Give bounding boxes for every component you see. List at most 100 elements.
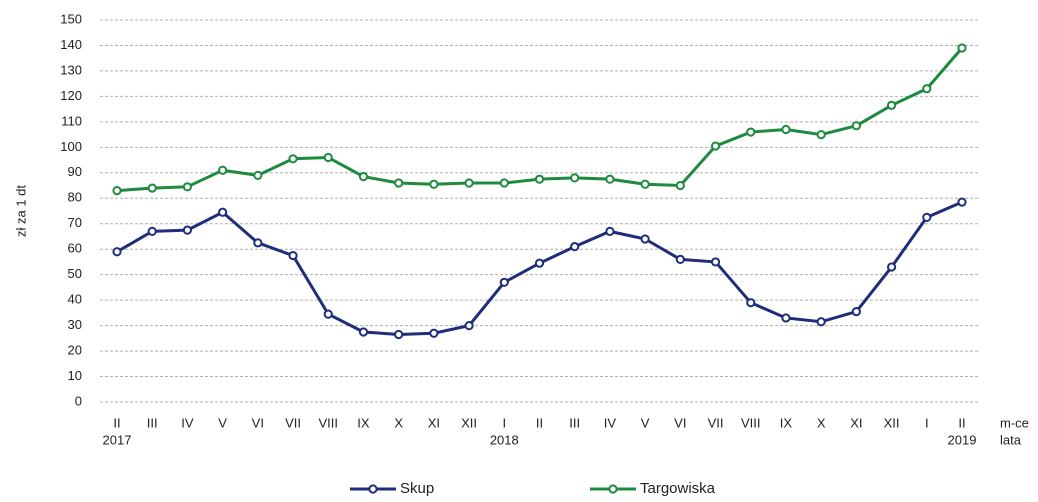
data-point (112, 247, 122, 257)
y-tick-label: 80 (68, 190, 82, 205)
data-point (816, 130, 826, 140)
data-point (570, 173, 580, 183)
data-point (358, 172, 369, 182)
legend-marker (608, 484, 618, 494)
x-tick-label: II (536, 415, 543, 430)
data-point (886, 100, 897, 110)
x-tick-label: III (147, 415, 158, 430)
y-tick-label: 140 (60, 37, 82, 52)
data-point (851, 306, 861, 317)
data-point (605, 174, 615, 184)
data-point (394, 329, 404, 340)
x-tick-label: VI (252, 415, 264, 430)
y-tick-label: 10 (68, 368, 82, 383)
data-point (710, 141, 721, 151)
legend-marker (368, 484, 378, 494)
x-tick-label: XI (428, 415, 440, 430)
x-tick-label: IV (604, 415, 617, 430)
x-tick-label: VI (674, 415, 686, 430)
x-tick-label: II (958, 415, 965, 430)
data-point (464, 178, 474, 188)
x-year-label: lata (1000, 432, 1022, 447)
year-label: 2018 (490, 432, 519, 447)
legend-label: Skup (400, 480, 434, 497)
data-point (922, 84, 932, 94)
x-tick-label: X (817, 415, 826, 430)
data-point (182, 182, 193, 192)
data-point (781, 124, 791, 135)
data-point (570, 242, 580, 252)
x-tick-label: I (502, 415, 506, 430)
data-point (253, 238, 263, 248)
data-point (218, 207, 228, 217)
data-point (675, 180, 685, 191)
x-tick-label: X (394, 415, 403, 430)
y-tick-label: 110 (61, 113, 82, 128)
data-point (957, 197, 967, 207)
y-tick-label: 130 (60, 62, 82, 77)
data-point (147, 183, 157, 193)
x-tick-label: IV (181, 415, 194, 430)
data-point (710, 257, 721, 267)
y-tick-label: 20 (68, 343, 82, 358)
data-point (675, 254, 685, 264)
data-point (816, 317, 826, 327)
y-tick-label: 100 (60, 139, 82, 154)
data-point (429, 328, 439, 338)
y-tick-label: 70 (68, 215, 82, 230)
x-axis-label: m-ce (1000, 415, 1029, 430)
data-point (323, 309, 333, 319)
x-tick-label: XII (884, 415, 900, 430)
y-tick-label: 40 (68, 292, 82, 307)
year-label: 2017 (103, 432, 132, 447)
y-tick-label: 120 (60, 88, 82, 103)
x-tick-label: V (641, 415, 650, 430)
year-label: 2019 (948, 432, 977, 447)
data-point (640, 179, 650, 189)
x-tick-label: XII (461, 415, 477, 430)
y-tick-label: 30 (68, 317, 82, 332)
x-tick-label: II (113, 415, 120, 430)
data-point (499, 277, 509, 287)
x-tick-label: VIII (318, 415, 338, 430)
y-tick-label: 50 (68, 266, 82, 281)
data-point (429, 179, 439, 189)
data-point (394, 178, 404, 188)
data-point (746, 127, 756, 137)
data-point (323, 152, 333, 163)
data-point (253, 170, 263, 180)
data-point (605, 226, 615, 236)
data-point (534, 258, 545, 268)
y-tick-label: 60 (68, 241, 82, 256)
data-point (182, 225, 193, 235)
x-tick-label: VII (708, 415, 724, 430)
x-tick-label: VII (285, 415, 301, 430)
x-tick-label: III (569, 415, 580, 430)
data-point (464, 321, 474, 331)
data-point (957, 43, 967, 53)
data-point (851, 121, 861, 131)
x-tick-label: IX (357, 415, 370, 430)
data-point (922, 212, 932, 222)
data-point (358, 327, 369, 337)
data-point (288, 250, 298, 261)
data-point (218, 165, 228, 175)
data-point (746, 298, 756, 308)
data-point (886, 262, 897, 272)
data-point (288, 154, 298, 164)
series-line (116, 200, 963, 337)
data-point (534, 174, 545, 184)
data-point (147, 226, 157, 236)
y-tick-label: 0 (75, 393, 82, 408)
x-tick-label: I (925, 415, 929, 430)
y-tick-label: 90 (68, 164, 82, 179)
data-point (781, 313, 791, 323)
data-point (112, 186, 122, 196)
y-tick-label: 150 (60, 11, 82, 26)
data-point (640, 234, 650, 244)
data-point (499, 178, 509, 188)
x-tick-label: IX (780, 415, 793, 430)
series-line (116, 47, 964, 193)
x-tick-label: VIII (741, 415, 761, 430)
